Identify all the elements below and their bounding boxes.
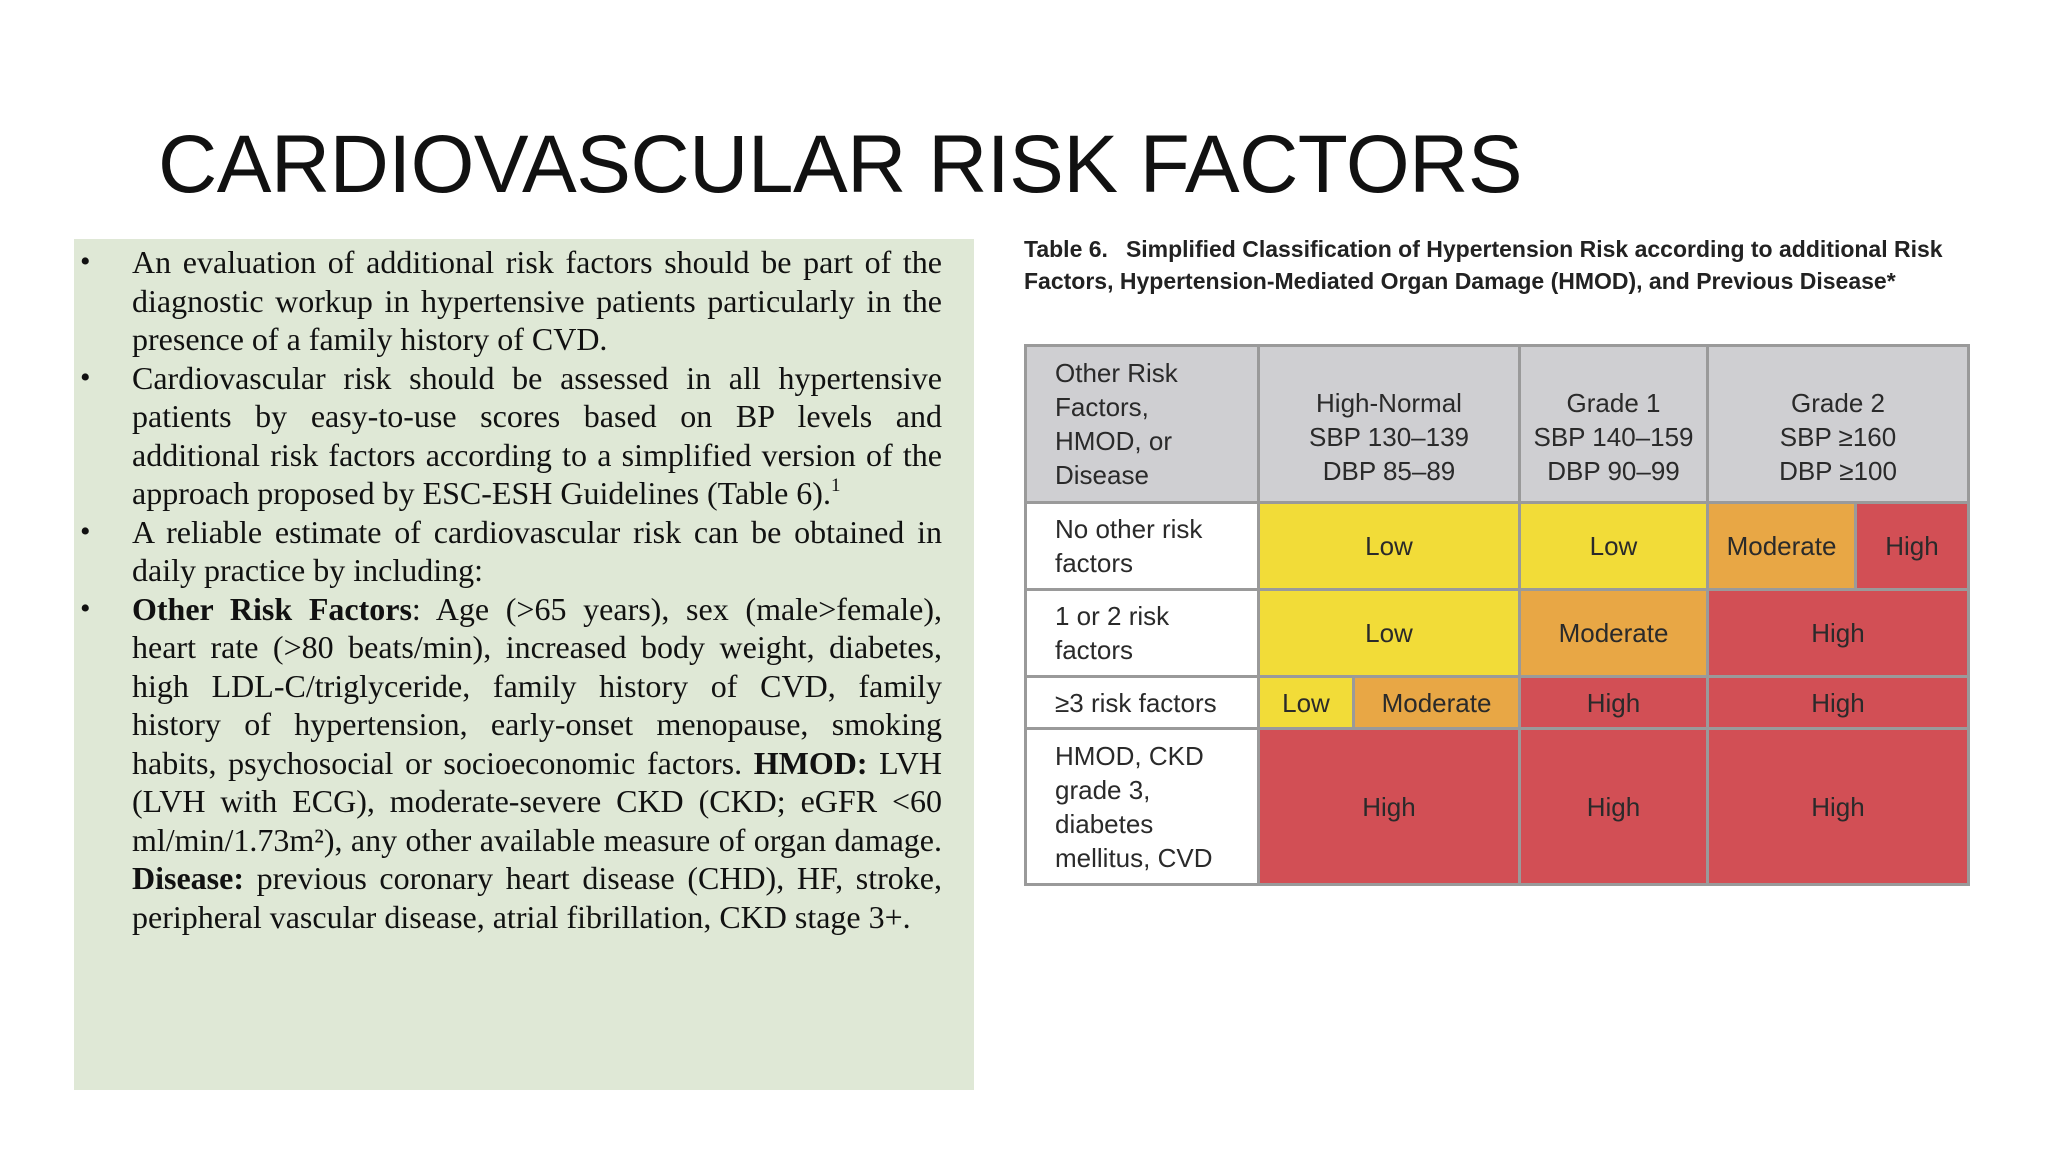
bullet-text: : Age (>65 years), sex (male>female), he… (132, 590, 943, 781)
risk-cell-high: High (1518, 727, 1709, 886)
bold-heading-other-risk-factors: Other Risk Factors (132, 590, 412, 627)
table-caption-text: Simplified Classification of Hypertensio… (1024, 236, 1943, 294)
risk-cell-moderate: Moderate (1518, 588, 1709, 678)
bullet-item-factors: • Other Risk Factors: Age (>65 years), s… (74, 590, 942, 937)
risk-cell-high: High (1257, 727, 1521, 886)
risk-cell-low: Low (1257, 675, 1355, 730)
row-label-cell: HMOD, CKD grade 3, diabetes mellitus, CV… (1024, 727, 1260, 886)
risk-factor-text-panel: • An evaluation of additional risk facto… (74, 239, 974, 1090)
risk-cell-high: High (1706, 588, 1970, 678)
risk-classification-table: Other Risk Factors, HMOD, or Disease Hig… (1024, 344, 1970, 886)
bullet-text: previous coronary heart disease (CHD), H… (132, 860, 942, 935)
header-high-normal: High-Normal SBP 130–139 DBP 85–89 (1257, 344, 1521, 504)
bold-heading-disease: Disease: (132, 860, 244, 896)
bullet-list: • An evaluation of additional risk facto… (74, 243, 942, 936)
slide-title: CARDIOVASCULAR RISK FACTORS (158, 119, 1523, 210)
risk-cell-high: High (1706, 727, 1970, 886)
bullet-text: Cardiovascular risk should be assessed i… (132, 359, 942, 512)
risk-cell-moderate: Moderate (1352, 675, 1521, 730)
bullet-dot-icon: • (80, 514, 91, 548)
bullet-dot-icon: • (80, 245, 91, 278)
row-label-cell: ≥3 risk factors (1024, 675, 1260, 730)
bullet-item-evaluation: • An evaluation of additional risk facto… (74, 243, 942, 359)
table-caption-number: Table 6. (1024, 236, 1108, 262)
row-label-cell: No other risk factors (1024, 501, 1260, 591)
risk-cell-low: Low (1257, 501, 1521, 591)
bullet-item-assessment: • Cardiovascular risk should be assessed… (74, 359, 942, 513)
table-row-3-plus-risk: ≥3 risk factors Low Moderate High High (1024, 675, 1970, 730)
risk-cell-high: High (1854, 501, 1970, 591)
bullet-text: A reliable estimate of cardiovascular ri… (132, 513, 942, 589)
bold-heading-hmod: HMOD: (753, 744, 868, 781)
risk-cell-low: Low (1257, 588, 1521, 678)
table-header-row: Other Risk Factors, HMOD, or Disease Hig… (1024, 344, 1970, 504)
bullet-dot-icon: • (80, 591, 91, 625)
header-corner-cell: Other Risk Factors, HMOD, or Disease (1024, 344, 1260, 504)
bullet-item-estimate: • A reliable estimate of cardiovascular … (74, 513, 942, 590)
risk-cell-low: Low (1518, 501, 1709, 591)
header-grade-1: Grade 1 SBP 140–159 DBP 90–99 (1518, 344, 1709, 504)
table-row-hmod-ckd: HMOD, CKD grade 3, diabetes mellitus, CV… (1024, 727, 1970, 886)
row-label-cell: 1 or 2 risk factors (1024, 588, 1260, 678)
risk-cell-moderate: Moderate (1706, 501, 1857, 591)
table-row-no-other-risk: No other risk factors Low Low Moderate H… (1024, 501, 1970, 591)
bullet-dot-icon: • (80, 360, 91, 394)
bullet-text: An evaluation of additional risk factors… (132, 244, 942, 357)
table-caption: Table 6. Simplified Classification of Hyp… (1024, 234, 1984, 297)
bullet-text: LVH (LVH with ECG), moderate-severe CKD … (132, 744, 942, 858)
header-grade-2: Grade 2 SBP ≥160 DBP ≥100 (1706, 344, 1970, 504)
reference-superscript: 1 (830, 475, 841, 496)
risk-cell-high: High (1706, 675, 1970, 730)
table-row-1-or-2-risk: 1 or 2 risk factors Low Moderate High (1024, 588, 1970, 678)
risk-cell-high: High (1518, 675, 1709, 730)
